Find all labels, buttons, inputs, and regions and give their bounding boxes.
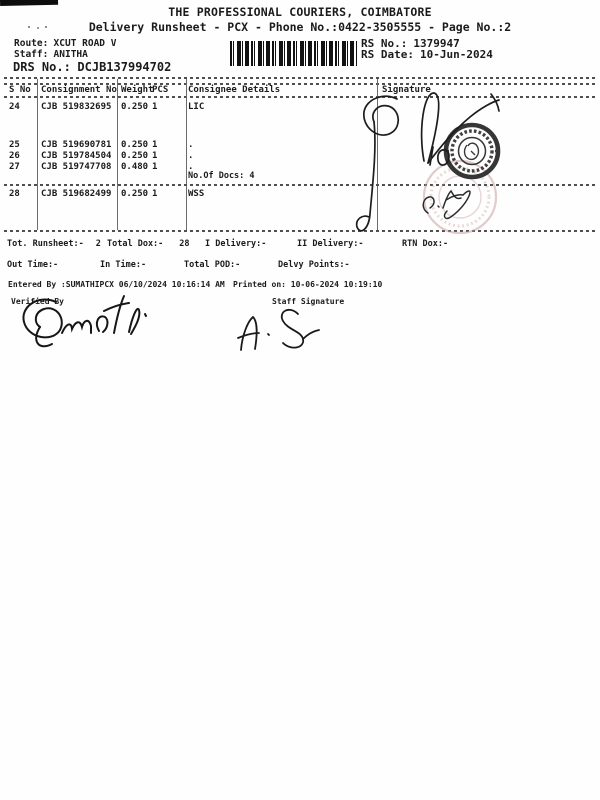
total-dox-value: 28 — [179, 239, 190, 249]
entered-by-text: Entered By :SUMATHIPCX 06/10/2024 10:16:… — [8, 280, 225, 289]
col-header-signature: Signature — [382, 85, 431, 95]
cell-consignment: CJB 519682499 — [41, 189, 112, 199]
rs-number-label: RS No.: — [361, 37, 408, 50]
col-header-weight: Weight — [121, 85, 154, 95]
tot-runsheet-label: Tot. Runsheet:- — [7, 239, 84, 249]
col-header-consignee: Consignee Details — [188, 85, 281, 95]
drs-value: DCJB137994702 — [77, 60, 172, 74]
printed-on-text: Printed on: 10-06-2024 10:19:10 — [233, 280, 383, 289]
cell-consignee: WSS — [188, 189, 205, 199]
cell-sno: 26 — [9, 151, 20, 161]
ii-delivery-label: II Delivery:- — [297, 239, 364, 249]
cell-pcs: 1 — [152, 189, 158, 199]
table-row: 25 CJB 519690781 0.250 1 . — [0, 140, 600, 152]
cell-sno: 24 — [9, 102, 20, 112]
cell-pcs: 1 — [152, 162, 158, 172]
separator-line — [4, 96, 598, 98]
separator-line — [4, 77, 598, 79]
scan-artifact-specks — [28, 26, 30, 28]
separator-line — [4, 230, 598, 232]
cell-consignment: CJB 519747708 — [41, 162, 112, 172]
rs-date-field: RS Date: 10-Jun-2024 — [361, 48, 493, 61]
tot-runsheet-value: 2 — [95, 239, 101, 249]
rs-number-field: RS No.: 1379947 — [361, 37, 460, 50]
verified-by-label: Verified By — [11, 297, 64, 306]
cell-consignment: CJB 519784504 — [41, 151, 112, 161]
i-delivery-label: I Delivery:- — [205, 239, 267, 249]
drs-number-field: DRS No.: DCJB137994702 — [13, 60, 172, 74]
cell-consignee: . — [188, 162, 194, 172]
column-divider — [117, 79, 118, 230]
table-row: 24 CJB 519832695 0.250 1 LIC — [0, 102, 600, 114]
delvy-points-label: Delvy Points:- — [278, 260, 350, 270]
cell-weight: 0.250 — [121, 140, 149, 150]
cell-weight: 0.250 — [121, 102, 149, 112]
drs-label: DRS No.: — [13, 60, 71, 74]
col-header-pcs: PCS — [152, 85, 169, 95]
cell-sno: 27 — [9, 162, 20, 172]
cell-consignee: . — [188, 151, 194, 161]
runsheet-subtitle: Delivery Runsheet - PCX - Phone No.:0422… — [88, 20, 512, 34]
cell-sno: 25 — [9, 140, 20, 150]
staff-field: Staff: ANITHA — [14, 49, 88, 60]
column-divider — [37, 79, 38, 230]
staff-label: Staff: — [14, 49, 49, 60]
cell-consignee: LIC — [188, 102, 205, 112]
cell-pcs: 1 — [152, 151, 158, 161]
separator-line — [4, 184, 598, 186]
rs-date-value: 10-Jun-2024 — [420, 48, 493, 61]
rs-number-value: 1379947 — [413, 37, 460, 50]
docs-count-note: No.Of Docs: 4 — [188, 171, 255, 181]
out-time-label: Out Time:- — [7, 260, 59, 270]
route-field: Route: XCUT ROAD V — [14, 38, 117, 49]
runsheet-barcode — [230, 41, 357, 66]
cell-weight: 0.480 — [121, 162, 149, 172]
cell-pcs: 1 — [152, 102, 158, 112]
cell-pcs: 1 — [152, 140, 158, 150]
table-row: 27 CJB 519747708 0.480 1 . — [0, 162, 600, 174]
table-header-row: S No Consignment No Weight PCS Consignee… — [0, 85, 600, 97]
route-value: XCUT ROAD V — [53, 38, 117, 49]
totals-row-1: Tot. Runsheet:- 2 Total Dox:- 28 I Deliver… — [0, 239, 600, 251]
audit-row: Entered By :SUMATHIPCX 06/10/2024 10:16:… — [0, 280, 600, 292]
column-divider — [186, 79, 187, 230]
cell-consignment: CJB 519690781 — [41, 140, 112, 150]
cell-consignee: . — [188, 140, 194, 150]
total-pod-label: Total POD:- — [184, 260, 241, 270]
rs-date-label: RS Date: — [361, 48, 414, 61]
route-label: Route: — [14, 38, 49, 49]
tot-runsheet-field: Tot. Runsheet:- 2 — [7, 239, 101, 249]
col-header-consignment: Consignment No — [41, 85, 117, 95]
cell-weight: 0.250 — [121, 189, 149, 199]
rtn-dox-label: RTN Dox:- — [402, 239, 449, 249]
staff-signature-label: Staff Signature — [272, 297, 345, 306]
cell-consignment: CJB 519832695 — [41, 102, 112, 112]
separator-line — [4, 83, 598, 85]
table-row: 28 CJB 519682499 0.250 1 WSS — [0, 189, 600, 201]
staff-value: ANITHA — [53, 49, 88, 60]
cell-weight: 0.250 — [121, 151, 149, 161]
column-divider — [377, 79, 378, 230]
total-dox-field: Total Dox:- 28 — [107, 239, 190, 249]
company-title: THE PROFESSIONAL COURIERS, COIMBATORE — [168, 5, 432, 19]
col-header-sno: S No — [9, 85, 31, 95]
table-row: 26 CJB 519784504 0.250 1 . — [0, 151, 600, 163]
totals-row-2: Out Time:- In Time:- Total POD:- Delvy P… — [0, 260, 600, 272]
cell-sno: 28 — [9, 189, 20, 199]
staff-signature-mark — [237, 308, 320, 351]
total-dox-label: Total Dox:- — [107, 239, 164, 249]
in-time-label: In Time:- — [100, 260, 147, 270]
